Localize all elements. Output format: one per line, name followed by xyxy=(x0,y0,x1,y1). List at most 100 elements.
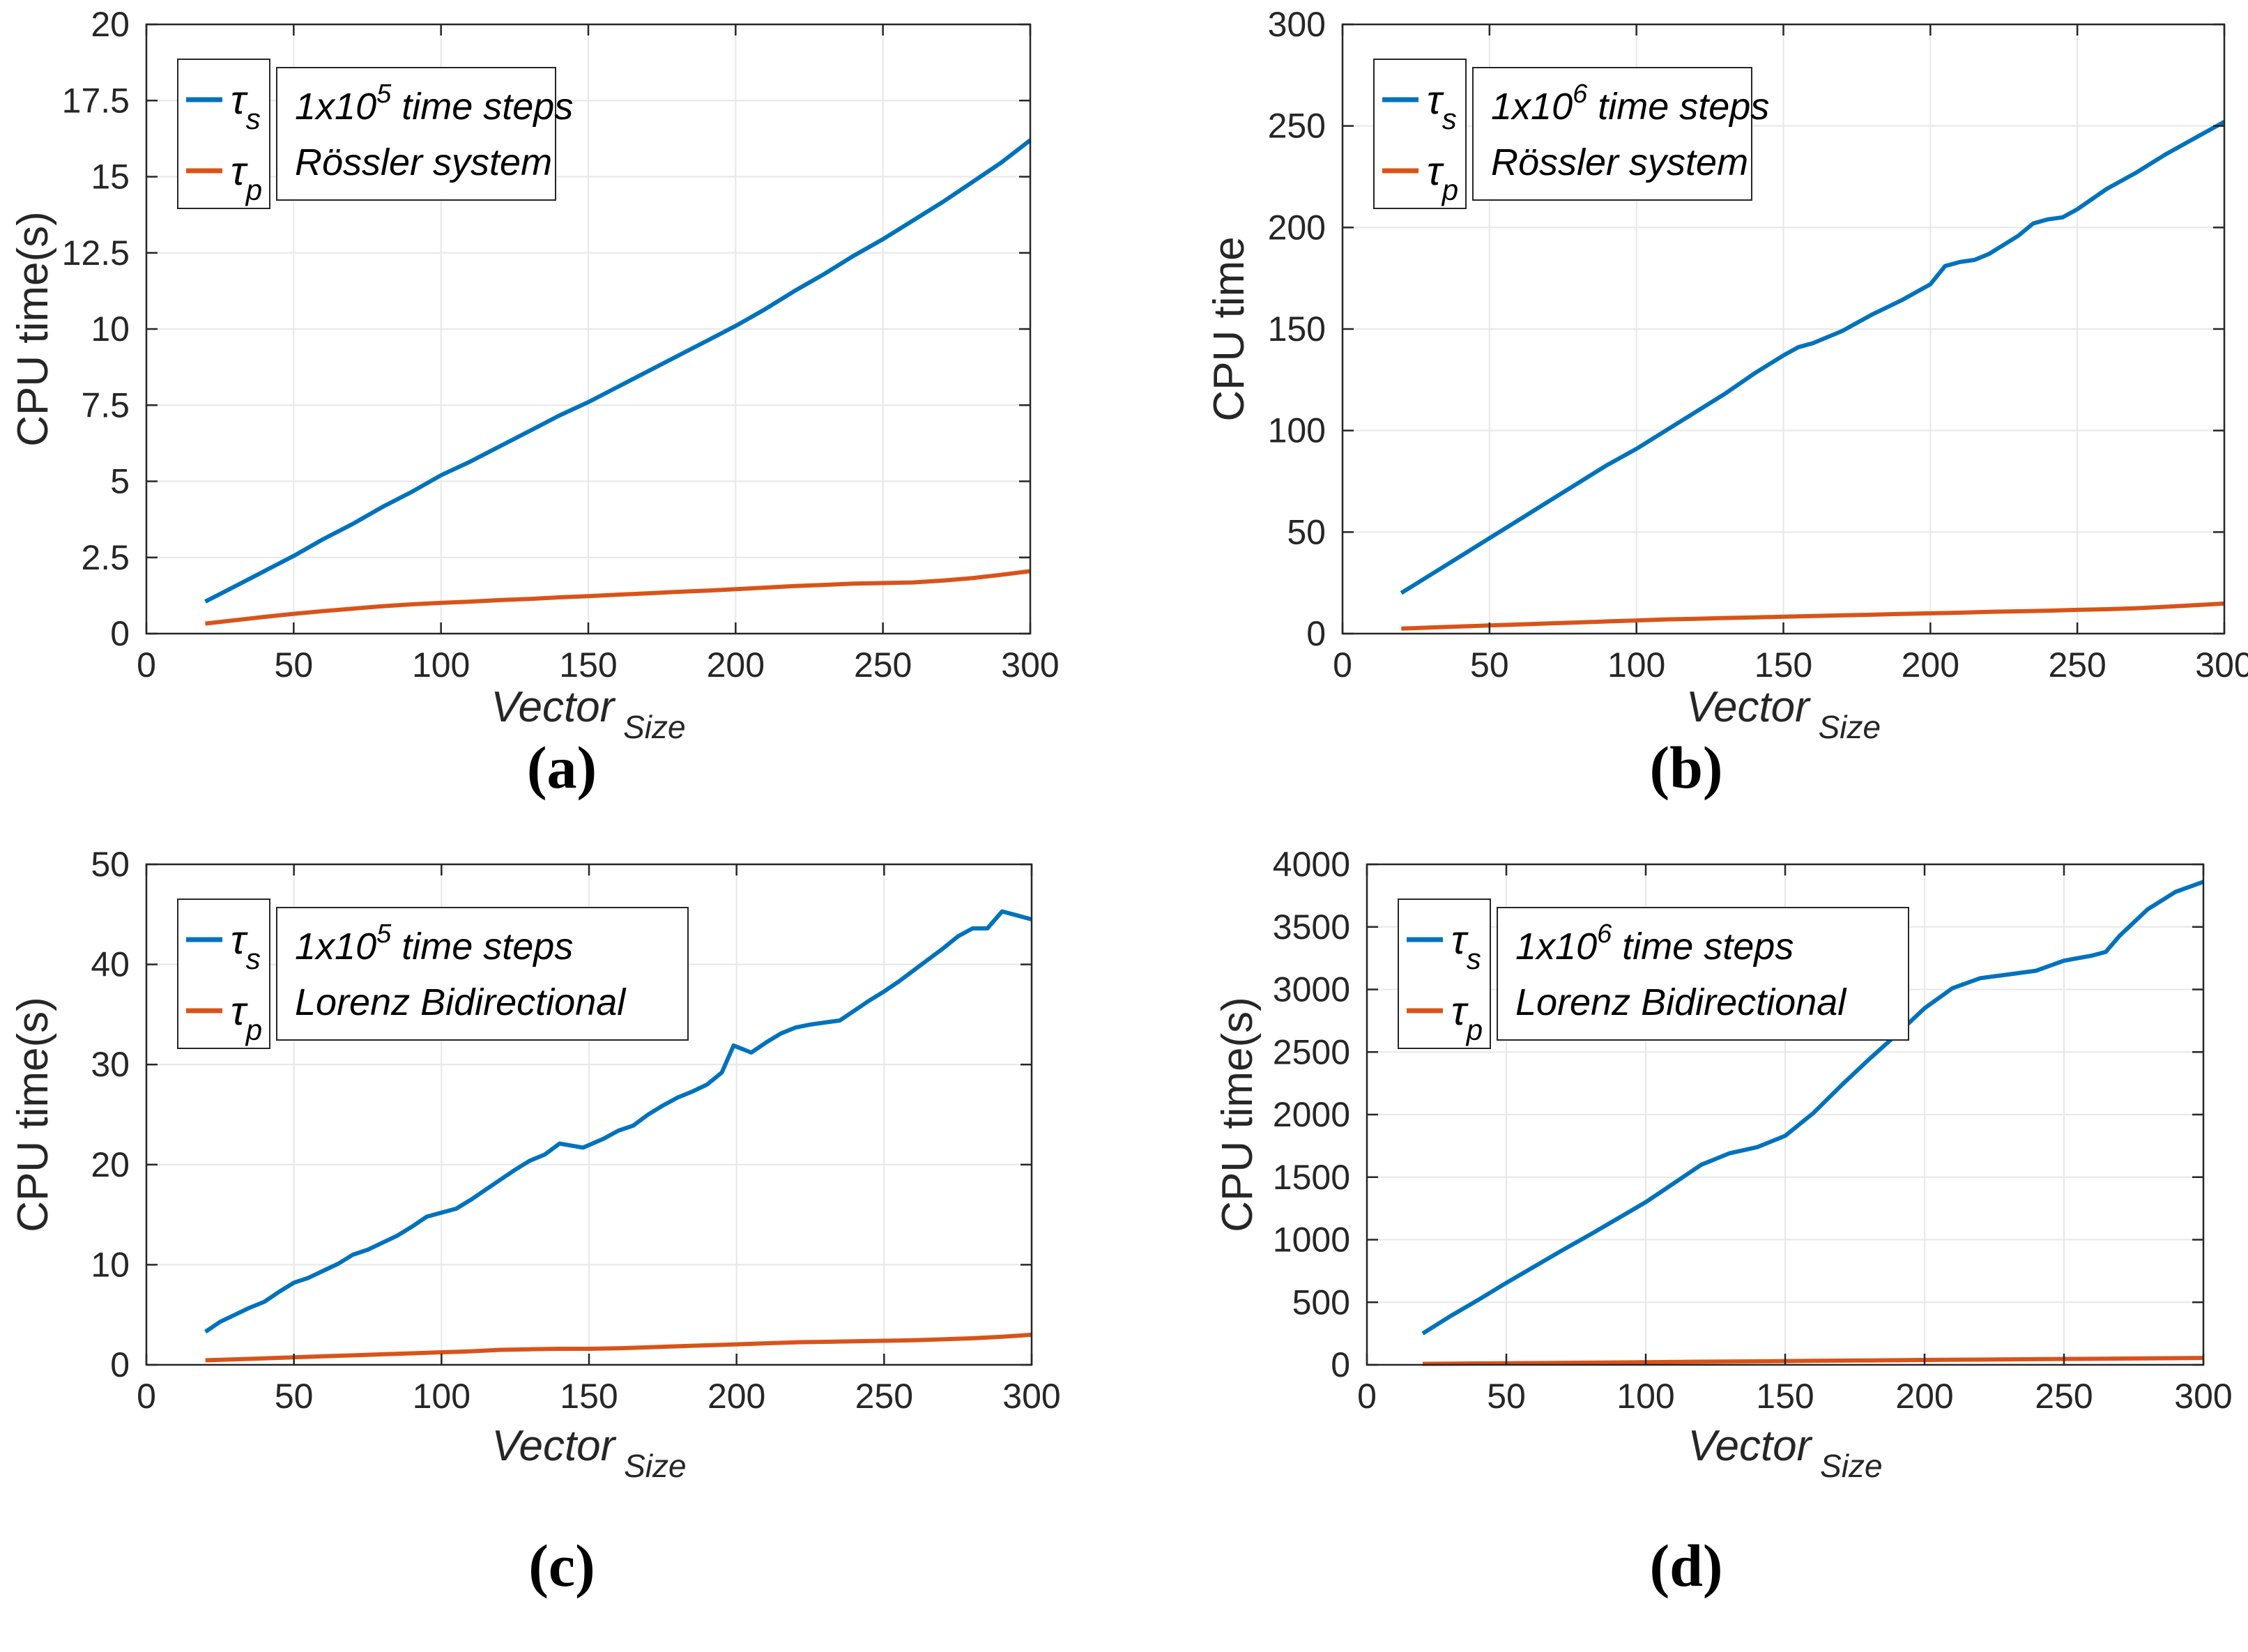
x-axis-label-main: Vector xyxy=(1686,683,1811,731)
y-tick-label: 0 xyxy=(110,614,130,653)
legend-box xyxy=(177,59,270,209)
annotation-line2: Lorenz Bidirectional xyxy=(1515,981,1847,1023)
panel-caption: (a) xyxy=(527,734,597,801)
x-tick-label: 250 xyxy=(2048,645,2106,684)
annotation-line1: 1x105 time steps xyxy=(295,79,573,128)
x-tick-label: 150 xyxy=(1754,645,1812,684)
legend-label-tau-p: τp xyxy=(1427,148,1458,206)
annotation-base: 1x10 xyxy=(295,86,376,128)
series-tau-p-line xyxy=(1401,601,2225,631)
legend-label-tau-s: τs xyxy=(1451,917,1481,975)
y-tick-label: 100 xyxy=(1268,411,1326,450)
series-tau-s-line xyxy=(1400,120,2226,595)
panel-c: 0 50 100 150 200 250 300 0 10 20 30 40 50 CPU time(s)… xyxy=(0,826,1124,1652)
x-tick-label: 50 xyxy=(1470,645,1509,684)
legend-box xyxy=(177,898,270,1049)
x-tick-label: 300 xyxy=(1002,1377,1060,1416)
x-tick-label: 50 xyxy=(1487,1377,1526,1416)
legend-glyph: τ xyxy=(231,148,248,194)
annotation-box xyxy=(276,907,689,1041)
x-axis-label: Vector Size xyxy=(1686,683,1881,745)
x-tick-label: 150 xyxy=(560,1377,618,1416)
x-tick-label: 200 xyxy=(707,645,765,684)
y-tick-label: 12.5 xyxy=(62,234,130,273)
y-tick-label: 300 xyxy=(1268,5,1326,44)
x-tick-label: 0 xyxy=(137,1377,156,1416)
chart-d-lorenz-1e6: 0 50 100 150 200 250 3000500100015002000250030… xyxy=(1214,845,2233,1599)
annotation-suffix: time steps xyxy=(1587,86,1769,128)
x-tick-label: 0 xyxy=(1357,1377,1377,1416)
annotation-line2: Rössler system xyxy=(1491,142,1748,183)
legend-label-tau-s: τs xyxy=(231,77,261,135)
y-tick-label: 20 xyxy=(91,5,130,44)
x-tick-label: 300 xyxy=(1001,645,1059,684)
y-tick-label: 30 xyxy=(91,1045,130,1084)
x-axis-label: Vector Size xyxy=(1688,1422,1882,1484)
x-tick-label: 100 xyxy=(1607,645,1665,684)
legend-label-tau-p: τp xyxy=(1451,988,1483,1046)
series-tau-s-line xyxy=(204,909,1032,1334)
y-tick-label: 500 xyxy=(1292,1283,1350,1322)
x-tick-label: 50 xyxy=(275,1377,314,1416)
panel-b: 0 50 100 150 200 250 300 0 50 100 150 200 250 300 CPU … xyxy=(1124,0,2248,826)
y-tick-label: 250 xyxy=(1268,107,1326,146)
panel-caption: (b) xyxy=(1649,734,1722,801)
y-axis-label: CPU time xyxy=(1205,236,1253,421)
legend-box xyxy=(1398,898,1491,1049)
series-tau-p-line xyxy=(205,1332,1032,1363)
legend-label-tau-s: τs xyxy=(1427,77,1457,135)
y-tick-label: 0 xyxy=(110,1345,130,1384)
legend-label-tau-p: τp xyxy=(231,148,262,206)
chart-b-rossler-1e6: 0 50 100 150 200 250 300 0 50 100 150 200 250 300 CPU … xyxy=(1205,5,2248,801)
y-tick-label: 3000 xyxy=(1273,970,1350,1009)
x-tick-label: 200 xyxy=(1895,1377,1953,1416)
x-tick-label: 200 xyxy=(1902,645,1959,684)
x-tick-label: 200 xyxy=(708,1377,765,1416)
legend-glyph: τ xyxy=(231,77,248,123)
y-tick-label: 150 xyxy=(1268,309,1326,349)
x-axis-label: Vector Size xyxy=(491,683,685,745)
y-tick-label: 200 xyxy=(1268,208,1326,247)
x-tick-label: 150 xyxy=(559,645,617,684)
x-tick-label: 0 xyxy=(137,645,156,684)
panel-caption: (d) xyxy=(1649,1532,1722,1599)
legend-glyph: τ xyxy=(1427,77,1444,123)
annotation-box xyxy=(276,67,556,201)
x-tick-label: 0 xyxy=(1333,645,1352,684)
legend-subscript: s xyxy=(1442,102,1457,135)
series-tau-s-line xyxy=(204,138,1032,604)
annotation-box xyxy=(1472,67,1752,201)
annotation-line1: 1x105 time steps xyxy=(295,919,573,968)
annotation-suffix: time steps xyxy=(1612,926,1794,968)
x-tick-label: 250 xyxy=(854,645,912,684)
y-axis-label: CPU time(s) xyxy=(1214,997,1262,1232)
annotation-line1: 1x106 time steps xyxy=(1491,79,1769,128)
legend-subscript: p xyxy=(1465,1014,1483,1046)
annotation-suffix: time steps xyxy=(391,86,573,128)
legend-subscript: p xyxy=(1441,174,1458,206)
y-axis-label: CPU time(s) xyxy=(9,211,57,447)
chart-c-lorenz-1e5: 0 50 100 150 200 250 300 0 10 20 30 40 50 CPU time(s)… xyxy=(9,845,1061,1599)
y-tick-label: 1500 xyxy=(1273,1158,1350,1197)
legend-glyph: τ xyxy=(231,917,248,963)
legend-label-tau-p: τp xyxy=(231,988,262,1046)
x-axis-label-subscript: Size xyxy=(1811,1448,1882,1484)
y-tick-label: 40 xyxy=(91,945,130,984)
chart-a-rossler-1e5: 0 50 100 150 200 250 300 0 2.5 5 7.5 10 12.5 15 17.5 20… xyxy=(9,5,1060,801)
annotation-base: 1x10 xyxy=(1491,86,1573,128)
x-tick-label: 250 xyxy=(2035,1377,2093,1416)
legend-glyph: τ xyxy=(1427,148,1444,194)
legend-subscript: s xyxy=(246,942,261,975)
x-tick-label: 300 xyxy=(2174,1377,2232,1416)
legend-box xyxy=(1373,59,1467,209)
y-tick-label: 2000 xyxy=(1273,1095,1350,1134)
x-axis-label-main: Vector xyxy=(491,1422,616,1470)
y-tick-label: 15 xyxy=(91,158,130,197)
y-tick-label: 0 xyxy=(1306,614,1326,653)
legend-subscript: s xyxy=(1467,942,1481,975)
panel-a: 0 50 100 150 200 250 300 0 2.5 5 7.5 10 12.5 15 17.5 20… xyxy=(0,0,1124,826)
y-tick-label: 10 xyxy=(91,1245,130,1284)
x-axis-label-main: Vector xyxy=(491,683,615,731)
x-tick-label: 150 xyxy=(1756,1377,1814,1416)
